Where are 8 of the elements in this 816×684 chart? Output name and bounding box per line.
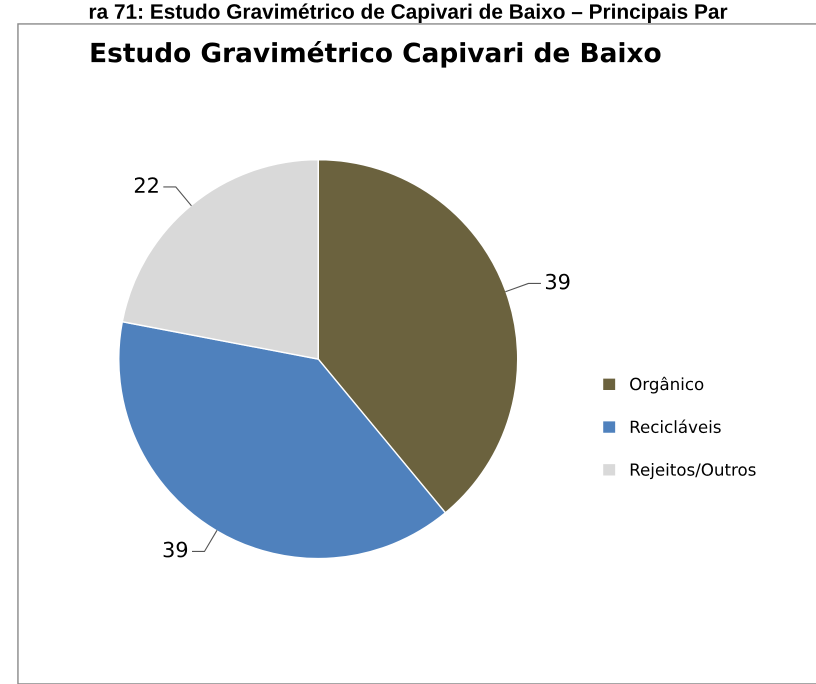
chart-title: Estudo Gravimétrico Capivari de Baixo <box>92 41 660 68</box>
data-label: 39 <box>546 274 570 290</box>
legend-label: Recicláveis <box>630 420 721 434</box>
legend-label: Orgânico <box>630 376 704 394</box>
text: ra 71: Estudo Gravimétrico de Capivari de Baixo – Principais Par <box>90 3 728 24</box>
legend-label: Rejeitos/Outros <box>630 462 756 480</box>
data-label: 39 <box>164 542 188 558</box>
data-label: 22 <box>134 177 158 193</box>
